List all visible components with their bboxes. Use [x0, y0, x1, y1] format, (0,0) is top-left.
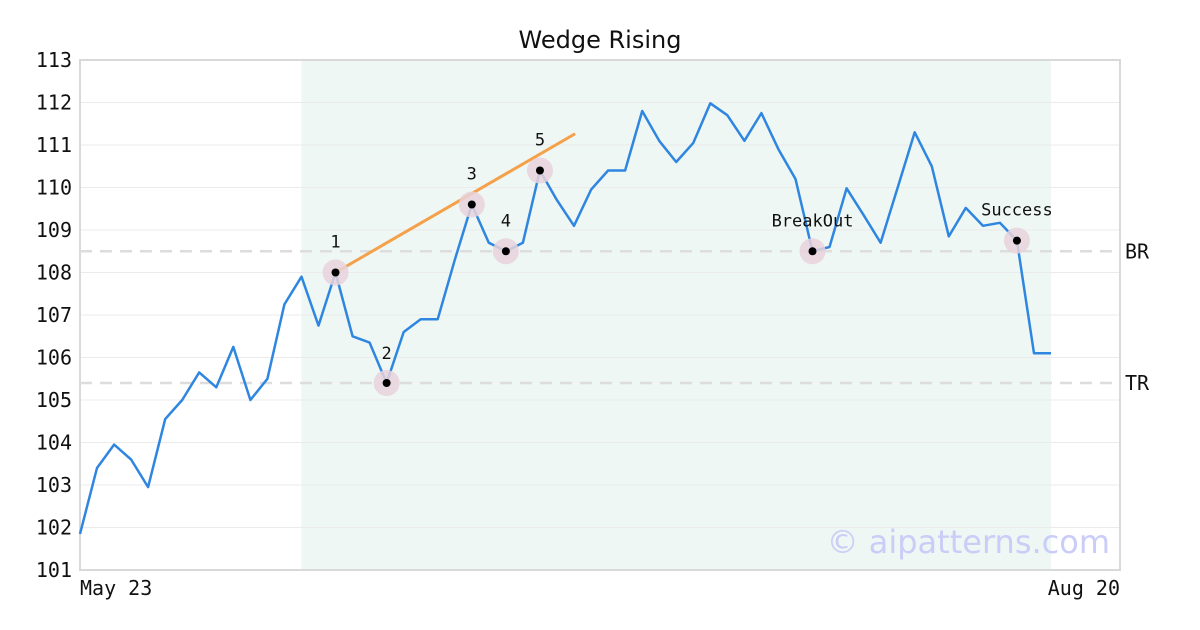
trendline-layer [334, 132, 576, 274]
y-tick-label: 111 [36, 133, 72, 157]
x-axis-ticks: May 23 Aug 20 [80, 576, 1120, 600]
watermark: © aipatterns.com [827, 523, 1110, 561]
level-lines: BR TR [80, 239, 1150, 395]
pattern-point-dot [501, 247, 510, 256]
pattern-point-label: 2 [382, 344, 392, 364]
pattern-point-label: 3 [467, 165, 477, 185]
y-tick-label: 113 [36, 48, 72, 72]
pattern-point-dot [808, 247, 817, 256]
level-label: BR [1125, 239, 1150, 263]
pattern-point-label: Success [981, 201, 1053, 221]
y-tick-label: 110 [36, 176, 72, 200]
y-tick-label: 107 [36, 303, 72, 327]
y-tick-label: 101 [36, 558, 72, 582]
pattern-point-label: 1 [330, 233, 340, 253]
pattern-point-label: 5 [535, 131, 545, 151]
pattern-point-dot [1012, 236, 1021, 245]
y-tick-label: 108 [36, 261, 72, 285]
price-series-line [78, 102, 1051, 535]
pattern-points: 1 2 3 4 5 BreakOut Success [322, 131, 1053, 396]
pattern-point-dot [382, 379, 391, 387]
pattern-point-dot [535, 166, 544, 175]
y-tick-label: 104 [36, 431, 72, 455]
y-axis-ticks: 101 102 103 104 105 106 107 108 109 110 111 112 113 [36, 48, 72, 582]
chart-title: Wedge Rising [519, 26, 682, 54]
y-tick-label: 105 [36, 388, 72, 412]
y-tick-label: 109 [36, 218, 72, 242]
level-label: TR [1125, 371, 1150, 395]
pattern-point-label: BreakOut [772, 211, 854, 231]
grid [80, 102, 1120, 528]
y-tick-label: 102 [36, 516, 72, 540]
pattern-point-label: 4 [501, 211, 511, 231]
y-tick-label: 103 [36, 473, 72, 497]
x-tick-label: May 23 [80, 576, 152, 600]
series-layer [78, 102, 1051, 535]
wedge-trendline [334, 132, 576, 274]
y-tick-label: 106 [36, 346, 72, 370]
pattern-point-dot [331, 268, 340, 277]
x-tick-label: Aug 20 [1048, 576, 1120, 600]
y-tick-label: 112 [36, 91, 72, 115]
plot-frame [79, 59, 1121, 571]
pattern-point-dot [467, 200, 476, 209]
